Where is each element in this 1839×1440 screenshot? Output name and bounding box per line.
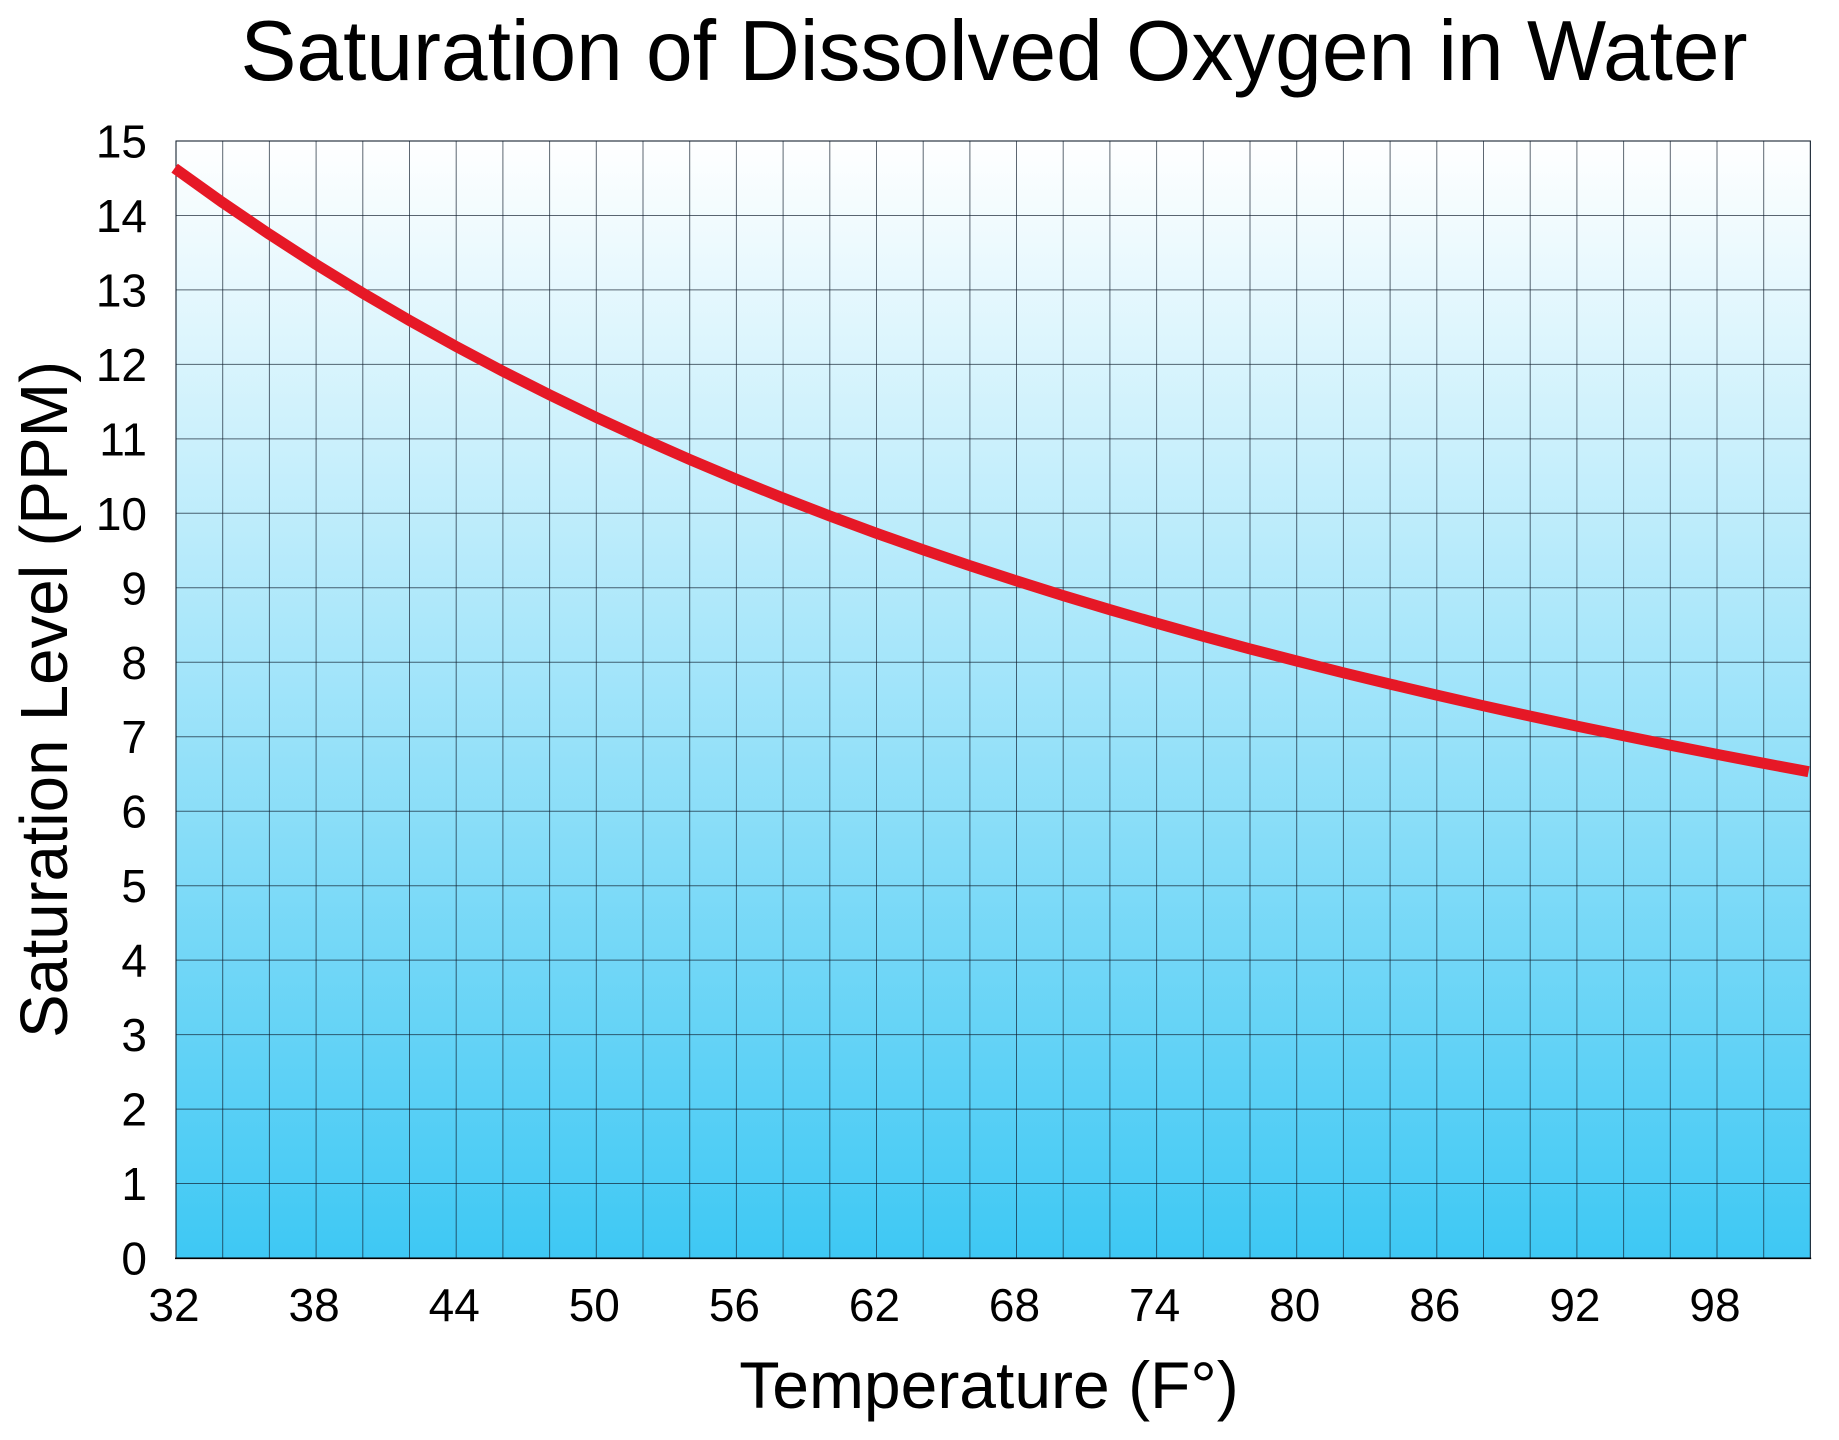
svg-text:44: 44 xyxy=(429,1279,480,1331)
svg-text:7: 7 xyxy=(121,711,147,763)
svg-text:92: 92 xyxy=(1549,1279,1600,1331)
svg-text:12: 12 xyxy=(96,339,147,391)
svg-text:2: 2 xyxy=(121,1084,147,1136)
svg-text:5: 5 xyxy=(121,860,147,912)
svg-text:8: 8 xyxy=(121,637,147,689)
svg-text:14: 14 xyxy=(96,190,147,242)
svg-text:9: 9 xyxy=(121,562,147,614)
svg-text:13: 13 xyxy=(96,264,147,316)
svg-text:62: 62 xyxy=(849,1279,900,1331)
svg-text:56: 56 xyxy=(709,1279,760,1331)
svg-text:80: 80 xyxy=(1269,1279,1320,1331)
svg-text:4: 4 xyxy=(121,935,147,987)
svg-text:1: 1 xyxy=(121,1158,147,1210)
svg-text:3: 3 xyxy=(121,1009,147,1061)
svg-text:74: 74 xyxy=(1129,1279,1180,1331)
svg-text:98: 98 xyxy=(1689,1279,1740,1331)
svg-text:32: 32 xyxy=(148,1279,199,1331)
svg-text:50: 50 xyxy=(569,1279,620,1331)
svg-text:68: 68 xyxy=(989,1279,1040,1331)
svg-text:10: 10 xyxy=(96,488,147,540)
svg-text:6: 6 xyxy=(121,786,147,838)
svg-text:86: 86 xyxy=(1409,1279,1460,1331)
svg-text:Saturation of Dissolved Oxygen: Saturation of Dissolved Oxygen in Water xyxy=(241,4,1748,99)
svg-text:38: 38 xyxy=(289,1279,340,1331)
svg-text:11: 11 xyxy=(99,413,147,465)
svg-text:15: 15 xyxy=(96,116,147,168)
svg-text:0: 0 xyxy=(121,1233,147,1285)
svg-text:Saturation Level (PPM): Saturation Level (PPM) xyxy=(7,361,82,1038)
svg-text:Temperature (F°): Temperature (F°) xyxy=(739,1348,1239,1422)
